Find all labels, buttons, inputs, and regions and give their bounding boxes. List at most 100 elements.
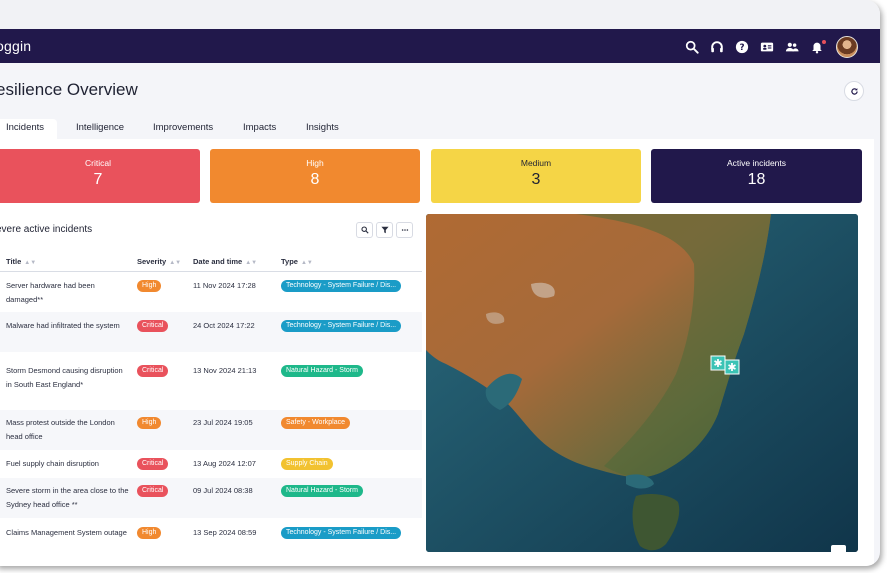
card-label: Medium	[520, 158, 552, 168]
map-zoom-control[interactable]	[831, 545, 846, 555]
severity-badge: Critical	[137, 320, 169, 332]
island	[632, 494, 680, 551]
severity-badge: Critical	[137, 365, 169, 377]
more-icon	[401, 229, 408, 231]
table-filter-button[interactable]	[376, 222, 393, 238]
contact-card-icon[interactable]	[759, 39, 775, 55]
tab-bar: Incidents Intelligence Improvements Impa…	[0, 119, 346, 139]
svg-text:✱: ✱	[713, 357, 722, 370]
table-row[interactable]: Malware had infiltrated the system Criti…	[0, 312, 422, 352]
notification-dot	[822, 40, 826, 44]
severity-badge: High	[137, 527, 162, 539]
table-row[interactable]: Claims Management System outage High 13 …	[0, 518, 422, 546]
card-value: 8	[310, 171, 320, 188]
severity-badge: Critical	[137, 458, 169, 470]
title-line: Storm Desmond causing disruption	[6, 366, 123, 375]
incident-title: Severe storm in the area close to the Syd…	[6, 484, 129, 511]
incident-map[interactable]: ✱ ✱	[426, 214, 858, 552]
incident-marker[interactable]: ✱	[724, 359, 740, 375]
column-type-label: Type	[281, 257, 298, 266]
search-icon	[360, 226, 369, 234]
column-date[interactable]: Date and time ▲▼	[193, 257, 257, 266]
headset-icon[interactable]	[709, 39, 725, 55]
svg-text:?: ?	[739, 43, 744, 53]
table-row[interactable]: Storm Desmond causing disruption in South…	[0, 352, 422, 410]
incident-date: 11 Nov 2024 17:28	[193, 281, 256, 290]
sort-icon: ▲▼	[24, 260, 37, 266]
column-date-label: Date and time	[193, 257, 243, 266]
incident-date: 13 Nov 2024 21:13	[193, 366, 257, 375]
search-icon[interactable]	[684, 39, 700, 55]
card-value: 7	[93, 171, 103, 188]
type-badge: Natural Hazard - Storm	[281, 365, 363, 377]
table-more-button[interactable]	[396, 222, 413, 238]
incident-date: 23 Jul 2024 19:05	[193, 418, 253, 427]
bay	[626, 474, 654, 489]
tab-incidents[interactable]: Incidents	[0, 119, 57, 139]
column-type[interactable]: Type ▲▼	[281, 257, 313, 266]
app-window: oggin ? esilience Overview	[0, 0, 880, 566]
column-severity[interactable]: Severity ▲▼	[137, 257, 181, 266]
card-value: 18	[747, 171, 766, 188]
table-row[interactable]: Server hardware had been damaged** High 1…	[0, 274, 422, 312]
users-icon[interactable]	[784, 39, 800, 55]
severity-badge: Critical	[137, 485, 169, 497]
incident-date: 09 Jul 2024 08:38	[193, 486, 253, 495]
table-row[interactable]: Severe storm in the area close to the Syd…	[0, 478, 422, 518]
tab-insights[interactable]: Insights	[306, 122, 339, 133]
title-line: damaged**	[6, 294, 44, 304]
type-badge: Safety - Workplace	[281, 417, 351, 429]
green-coast	[576, 214, 771, 478]
title-line: Server hardware had been	[6, 281, 95, 290]
refresh-button[interactable]	[844, 81, 864, 101]
satellite-map: ✱ ✱	[426, 214, 858, 552]
table-search-button[interactable]	[356, 222, 373, 238]
tab-improvements[interactable]: Improvements	[153, 122, 214, 133]
avatar[interactable]	[836, 36, 858, 58]
incident-date: 13 Aug 2024 12:07	[193, 459, 256, 468]
brand-name[interactable]: oggin	[0, 38, 32, 54]
title-line: Claims Management System outage	[6, 528, 127, 537]
severity-badge: High	[137, 417, 162, 429]
critical-card[interactable]: Critical 7	[0, 149, 200, 203]
navbar-icons: ?	[684, 36, 858, 58]
title-line: head office	[6, 431, 43, 441]
card-value: 3	[531, 171, 541, 188]
svg-text:✱: ✱	[727, 361, 736, 374]
high-card[interactable]: High 8	[210, 149, 420, 203]
type-badge: Natural Hazard - Storm	[281, 485, 363, 497]
gulf	[485, 373, 522, 410]
tab-intelligence[interactable]: Intelligence	[76, 122, 125, 133]
card-label: Active incidents	[726, 158, 787, 168]
sort-icon: ▲▼	[169, 260, 182, 266]
severity-badge: High	[137, 280, 162, 292]
title-line: Malware had infiltrated the system	[6, 321, 120, 330]
incident-date: 24 Oct 2024 17:22	[193, 321, 255, 330]
tab-impacts[interactable]: Impacts	[243, 122, 277, 133]
page-title: esilience Overview	[0, 80, 138, 99]
bell-icon[interactable]	[809, 39, 826, 55]
type-badge: Technology - System Failure / Dis...	[281, 320, 402, 332]
incident-title: Fuel supply chain disruption	[6, 457, 99, 471]
title-line: Severe storm in the area close to the	[6, 486, 129, 495]
incident-title: Storm Desmond causing disruption in South…	[6, 364, 123, 391]
active-incidents-card[interactable]: Active incidents 18	[651, 149, 862, 203]
card-label: Critical	[85, 158, 111, 168]
refresh-icon	[850, 87, 858, 95]
incident-marker[interactable]: ✱	[710, 355, 726, 371]
salt-lake	[531, 282, 555, 298]
salt-lake	[486, 312, 505, 324]
incident-title: Server hardware had been damaged**	[6, 279, 95, 306]
dashboard-content: Critical 7 High 8 Medium 3 Active incide…	[0, 139, 874, 566]
title-line: Sydney head office **	[6, 499, 78, 509]
table-row[interactable]: Fuel supply chain disruption Critical 13…	[0, 450, 422, 478]
medium-card[interactable]: Medium 3	[431, 149, 641, 203]
filter-icon	[380, 226, 389, 234]
column-title[interactable]: Title ▲▼	[6, 257, 36, 266]
table-row[interactable]: Mass protest outside the London head offi…	[0, 410, 422, 450]
type-badge: Supply Chain	[281, 458, 333, 470]
page-header: esilience Overview Incidents Intelligenc…	[0, 63, 874, 140]
help-icon[interactable]: ?	[734, 39, 750, 55]
title-line: Fuel supply chain disruption	[6, 459, 99, 468]
type-badge: Technology - System Failure / Dis...	[281, 527, 402, 539]
